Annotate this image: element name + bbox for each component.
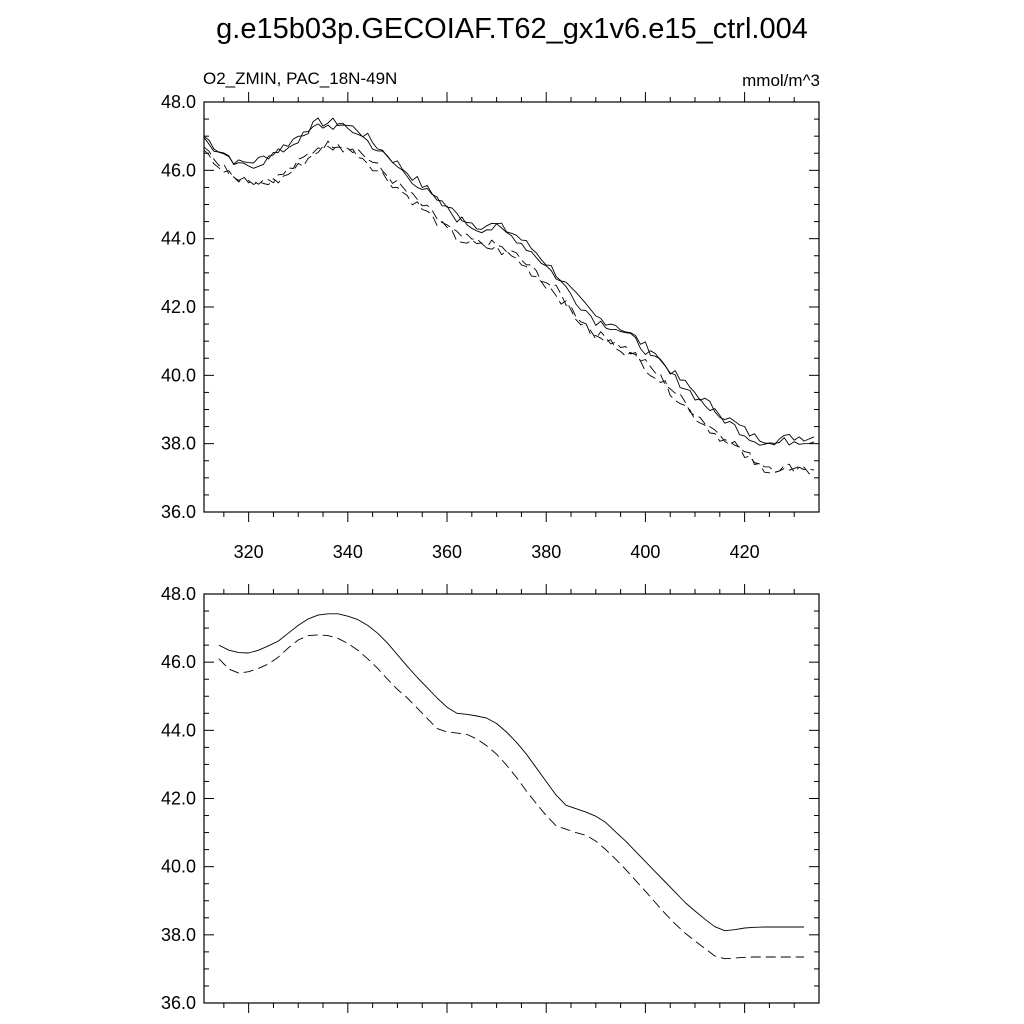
y-tick-label: 48.0 — [161, 584, 196, 604]
y-tick-label: 42.0 — [161, 297, 196, 317]
top-panel-series — [203, 117, 815, 475]
y-tick-label: 46.0 — [161, 652, 196, 672]
y-tick-label: 44.0 — [161, 229, 196, 249]
y-tick-label: 38.0 — [161, 434, 196, 454]
x-tick-label: 380 — [531, 542, 561, 562]
y-tick-label: 40.0 — [161, 365, 196, 385]
x-tick-label: 420 — [730, 542, 760, 562]
units-label: mmol/m^3 — [742, 71, 820, 90]
x-tick-label: 320 — [234, 542, 264, 562]
y-tick-label: 46.0 — [161, 160, 196, 180]
solid-series-line — [203, 122, 815, 446]
dashed-series-line — [203, 143, 815, 475]
figure-title: g.e15b03p.GECOIAF.T62_gx1v6.e15_ctrl.004 — [216, 13, 808, 45]
x-tick-label: 340 — [333, 542, 363, 562]
x-tick-label: 400 — [630, 542, 660, 562]
y-tick-label: 38.0 — [161, 925, 196, 945]
y-tick-label: 40.0 — [161, 857, 196, 877]
variable-label: O2_ZMIN, PAC_18N-49N — [203, 69, 397, 88]
bottom-panel-ticks: 36.0 38.0 40.0 42.0 44.0 46.0 48.0 — [161, 584, 819, 1013]
bottom-plot-frame — [203, 593, 820, 1004]
y-tick-label: 42.0 — [161, 789, 196, 809]
solid-series-line — [203, 117, 815, 446]
y-tick-label: 44.0 — [161, 720, 196, 740]
solid-series-line — [218, 613, 805, 932]
x-tick-label: 360 — [432, 542, 462, 562]
y-tick-label: 36.0 — [161, 993, 196, 1013]
bottom-panel-series — [218, 613, 805, 960]
bottom-panel: 36.0 38.0 40.0 42.0 44.0 46.0 48.0 — [161, 584, 820, 1013]
dashed-series-line — [203, 140, 815, 473]
dashed-series-line — [218, 634, 805, 960]
top-plot-frame — [203, 101, 820, 513]
y-tick-label: 36.0 — [161, 502, 196, 522]
top-panel: O2_ZMIN, PAC_18N-49N mmol/m^3 36.0 38.0 40… — [161, 69, 820, 562]
y-tick-label: 48.0 — [161, 92, 196, 112]
top-panel-ticks: 36.0 38.0 40.0 42.0 44.0 46.0 48.0 320 340 360 380… — [161, 92, 819, 562]
